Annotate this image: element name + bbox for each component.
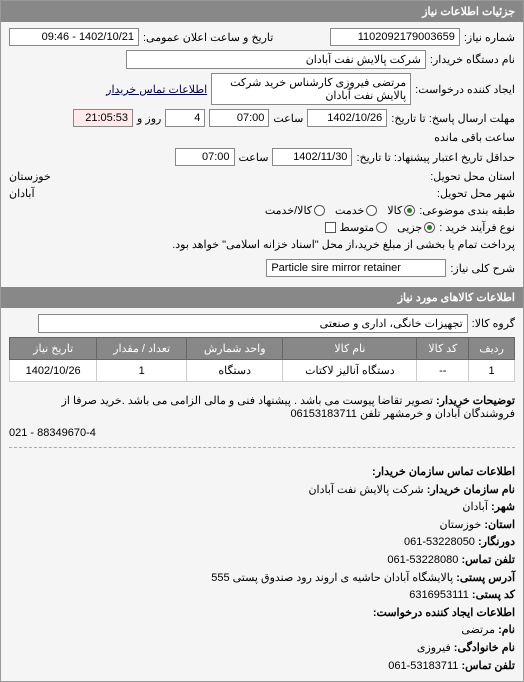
valid-label: حداقل تاریخ اعتبار پیشنهاد: تا تاریخ:: [356, 151, 515, 164]
table-header: ردیف: [469, 338, 515, 360]
announce-field: 1402/10/21 - 09:46: [9, 28, 139, 46]
desc-field: Particle sire mirror retainer: [266, 259, 446, 277]
province-label: استان محل تحویل:: [430, 170, 515, 183]
deadline-date-field: 1402/10/26: [307, 109, 387, 127]
announce-label: تاریخ و ساعت اعلان عمومی:: [143, 31, 273, 44]
goods-group-field: تجهیزات خانگی، اداری و صنعتی: [38, 314, 468, 333]
contact-info-block: اطلاعات تماس سازمان خریدار: نام سازمان خ…: [1, 458, 523, 681]
payment-note: پرداخت تمام یا بخشی از مبلغ خرید،از محل …: [172, 238, 515, 251]
notes-area: توضیحات خریدار: تصویر تقاضا پیوست می باش…: [1, 388, 523, 458]
info-city-value: آبادان: [462, 501, 488, 513]
radio-both-label: کالا/خدمت: [265, 204, 312, 217]
phone-value: 061-53228080: [387, 554, 458, 566]
address-value: پالایشگاه آبادان حاشیه ی اروند رود صندوق…: [211, 572, 453, 584]
contact-header: اطلاعات تماس سازمان خریدار:: [9, 464, 515, 482]
buyer-device-label: نام دستگاه خریدار:: [430, 53, 515, 66]
table-cell: --: [417, 360, 469, 382]
radio-service[interactable]: [366, 205, 377, 216]
divider: [9, 447, 515, 448]
phone-line: 021 - 88349670-4: [9, 423, 515, 443]
creator-field: مرتضی فیروزی کارشناس خرید شرکت پالایش نف…: [211, 73, 411, 105]
table-header: کد کالا: [417, 338, 469, 360]
phone-label: تلفن تماس:: [461, 554, 515, 566]
tel-label: تلفن تماس:: [461, 660, 515, 672]
name-label: نام:: [498, 624, 515, 636]
radio-small[interactable]: [376, 222, 387, 233]
purchase-radio-group: جزیی متوسط: [340, 221, 436, 234]
panel-title: جزئیات اطلاعات نیاز: [1, 1, 523, 22]
goods-table: ردیفکد کالانام کالاواحد شمارشتعداد / مقد…: [9, 337, 515, 382]
table-cell: 1: [469, 360, 515, 382]
req-no-label: شماره نیاز:: [464, 31, 515, 44]
radio-small-label: متوسط: [340, 221, 375, 234]
org-value: شرکت پالایش نفت آبادان: [308, 484, 423, 496]
category-radio-group: کالا خدمت کالا/خدمت: [265, 204, 415, 217]
info-city-label: شهر:: [491, 501, 515, 513]
desc-label: شرح کلی نیاز:: [450, 262, 515, 275]
remaining-label: ساعت باقی مانده: [434, 131, 515, 144]
goods-header: اطلاعات کالاهای مورد نیاز: [1, 287, 523, 308]
purchase-type-label: نوع فرآیند خرید :: [439, 221, 515, 234]
radio-medium[interactable]: [424, 222, 435, 233]
treasury-checkbox[interactable]: [325, 222, 336, 233]
postal-label: کد پستی:: [472, 589, 515, 601]
lastname-label: نام خانوادگی:: [454, 642, 515, 654]
table-header: واحد شمارش: [187, 338, 283, 360]
radio-goods-label: کالا: [387, 204, 402, 217]
radio-both[interactable]: [314, 205, 325, 216]
province-value: خوزستان: [9, 170, 51, 183]
days-label: روز و: [137, 112, 161, 125]
info-province-value: خوزستان: [439, 519, 481, 531]
address-label: آدرس پستی:: [456, 572, 515, 584]
valid-date-field: 1402/11/30: [272, 148, 352, 166]
radio-goods[interactable]: [404, 205, 415, 216]
table-row: 1--دستگاه آنالیز لاکتاتدستگاه11402/10/26: [10, 360, 515, 382]
postal-value: 6316953111: [409, 589, 469, 601]
city-value: آبادان: [9, 187, 35, 200]
time-label-1: ساعت: [273, 112, 303, 125]
fax-value: 061-53228050: [404, 536, 475, 548]
table-header: نام کالا: [283, 338, 417, 360]
org-label: نام سازمان خریدار:: [427, 484, 515, 496]
time-label-2: ساعت: [239, 151, 269, 164]
table-cell: 1402/10/26: [10, 360, 97, 382]
city-label: شهر محل تحویل:: [437, 187, 515, 200]
req-creator-header: اطلاعات ایجاد کننده درخواست:: [9, 605, 515, 623]
info-province-label: استان:: [484, 519, 515, 531]
tel-value: 061-53183711: [388, 660, 458, 672]
remaining-time-field: 21:05:53: [73, 109, 133, 127]
radio-service-label: خدمت: [335, 204, 364, 217]
fax-label: دورنگار:: [478, 536, 515, 548]
req-no-field: 1102092179003659: [330, 28, 460, 46]
valid-time-field: 07:00: [175, 148, 235, 166]
table-header: تعداد / مقدار: [97, 338, 187, 360]
radio-medium-label: جزیی: [397, 221, 422, 234]
name-value: مرتضی: [461, 624, 495, 636]
buyer-notes-label: توضیحات خریدار:: [436, 395, 515, 407]
contact-link[interactable]: اطلاعات تماس خریدار: [106, 83, 207, 96]
goods-group-label: گروه کالا:: [472, 317, 515, 330]
table-cell: 1: [97, 360, 187, 382]
days-field: 4: [165, 109, 205, 127]
table-cell: دستگاه آنالیز لاکتات: [283, 360, 417, 382]
creator-label: ایجاد کننده درخواست:: [415, 83, 515, 96]
form-area: شماره نیاز: 1102092179003659 تاریخ و ساع…: [1, 22, 523, 287]
table-cell: دستگاه: [187, 360, 283, 382]
deadline-time-field: 07:00: [209, 109, 269, 127]
buyer-device-field: شرکت پالایش نفت آبادان: [126, 50, 426, 69]
goods-area: گروه کالا: تجهیزات خانگی، اداری و صنعتی …: [1, 308, 523, 388]
lastname-value: فیروزی: [417, 642, 451, 654]
table-header: تاریخ نیاز: [10, 338, 97, 360]
category-label: طبقه بندی موضوعی:: [419, 204, 515, 217]
deadline-label: مهلت ارسال پاسخ: تا تاریخ:: [391, 112, 515, 125]
main-panel: جزئیات اطلاعات نیاز شماره نیاز: 11020921…: [0, 0, 524, 682]
